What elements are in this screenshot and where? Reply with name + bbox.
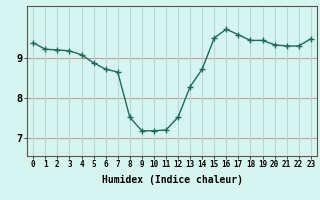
X-axis label: Humidex (Indice chaleur): Humidex (Indice chaleur) — [101, 175, 243, 185]
